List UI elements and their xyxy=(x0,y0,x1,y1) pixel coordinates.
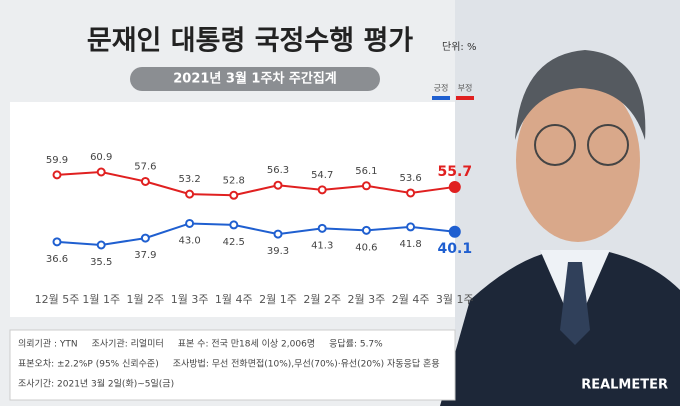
value-label: 37.9 xyxy=(134,250,156,261)
line xyxy=(56,170,455,197)
point xyxy=(140,233,150,243)
note: 표본 수: 전국 만18세 이상 2,006명 xyxy=(178,339,315,350)
point xyxy=(52,170,62,180)
value-label: 55.7 xyxy=(438,164,473,180)
portrait xyxy=(440,0,680,406)
value-label: 57.6 xyxy=(134,161,156,172)
value-label: 41.8 xyxy=(399,239,421,250)
value-label: 59.9 xyxy=(46,155,68,166)
point xyxy=(229,220,239,230)
point xyxy=(96,167,106,177)
unit-label: 단위: % xyxy=(442,40,476,53)
x-tick-label: 1월 3주 xyxy=(171,293,209,306)
point xyxy=(185,189,195,199)
x-tick-label: 2월 3주 xyxy=(348,293,386,306)
plot-area xyxy=(10,102,455,317)
value-label: 36.6 xyxy=(46,254,68,265)
note: 조사기관: 리얼미터 xyxy=(92,339,164,350)
note: 조사기간: 2021년 3월 2일(화)~5일(금) xyxy=(18,378,174,390)
point xyxy=(448,180,461,193)
brand: REALMETER xyxy=(581,378,668,393)
subtitle: 2021년 3월 1주차 주간집계 xyxy=(173,71,337,87)
point xyxy=(273,229,283,239)
value-label: 35.5 xyxy=(90,257,112,268)
point xyxy=(361,225,371,235)
point xyxy=(52,237,62,247)
value-label: 56.3 xyxy=(267,165,289,176)
value-label: 39.3 xyxy=(267,246,289,257)
x-tick-label: 2월 4주 xyxy=(392,293,430,306)
note: 응답률: 5.7% xyxy=(329,338,383,350)
x-tick-label: 2월 2주 xyxy=(303,293,341,306)
value-label: 42.5 xyxy=(223,237,245,248)
value-label: 53.6 xyxy=(399,173,421,184)
note: 의뢰기관 : YTN xyxy=(18,339,78,350)
x-tick-label: 1월 1주 xyxy=(82,293,120,306)
legend-label: 부정 xyxy=(458,83,473,93)
value-label: 54.7 xyxy=(311,170,333,181)
value-label: 56.1 xyxy=(355,166,377,177)
point xyxy=(140,176,150,186)
x-tick-label: 2월 1주 xyxy=(259,293,297,306)
point xyxy=(361,181,371,191)
x-tick-label: 3월 1주 xyxy=(436,293,474,306)
point xyxy=(185,218,195,228)
chart-title: 문재인 대통령 국정수행 평가 xyxy=(87,26,413,57)
point xyxy=(273,180,283,190)
value-label: 43.0 xyxy=(178,235,200,246)
notes-box xyxy=(9,329,456,401)
x-tick-label: 1월 4주 xyxy=(215,293,253,306)
legend-label: 긍정 xyxy=(434,83,449,93)
x-tick-label: 1월 2주 xyxy=(127,293,165,306)
value-label: 53.2 xyxy=(178,174,200,185)
legend-swatch xyxy=(456,96,474,100)
point xyxy=(317,185,327,195)
value-label: 40.6 xyxy=(355,242,377,253)
point xyxy=(317,223,327,233)
note: 조사방법: 무선 전화면접(10%),무선(70%)·유선(20%) 자동응답 … xyxy=(173,358,440,370)
point xyxy=(406,188,416,198)
line xyxy=(56,222,455,247)
subtitle-pill xyxy=(130,67,380,91)
x-tick-label: 12월 5주 xyxy=(35,293,80,306)
point xyxy=(229,190,239,200)
value-label: 41.3 xyxy=(311,240,333,251)
value-label: 52.8 xyxy=(223,175,245,186)
value-label: 40.1 xyxy=(438,241,473,257)
note: 표본오차: ±2.2%P (95% 신뢰수준) xyxy=(18,358,159,370)
value-label: 60.9 xyxy=(90,152,112,163)
point xyxy=(96,240,106,250)
legend-swatch xyxy=(432,96,450,100)
point xyxy=(448,225,461,238)
point xyxy=(406,222,416,232)
